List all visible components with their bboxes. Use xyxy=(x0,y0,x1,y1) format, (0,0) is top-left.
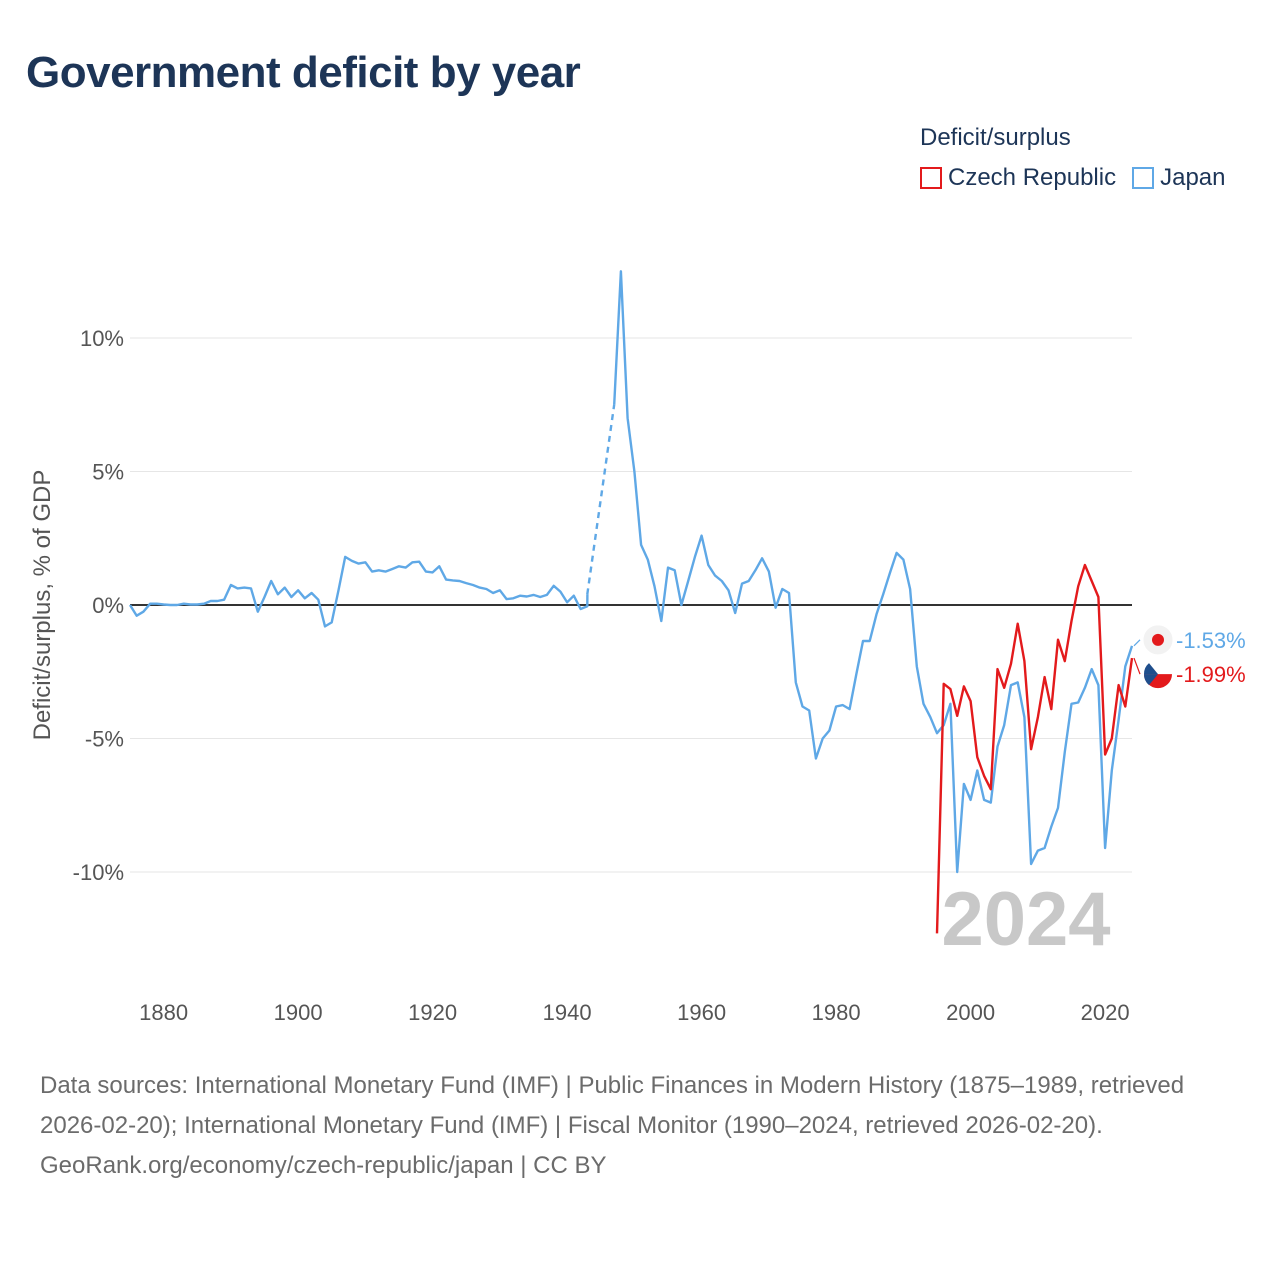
legend: Deficit/surplus Czech Republic Japan xyxy=(920,124,1225,192)
x-tick-label: 2000 xyxy=(946,1000,995,1025)
credit-link[interactable]: GeoRank.org/economy/czech-republic/japan… xyxy=(40,1152,607,1179)
y-tick-label: 0% xyxy=(92,593,124,618)
legend-swatch-japan xyxy=(1132,167,1155,189)
end-label-japan: -1.53% xyxy=(1176,628,1246,653)
x-tick-label: 1980 xyxy=(812,1000,861,1025)
x-tick-label: 1960 xyxy=(677,1000,726,1025)
flag-czech-blue xyxy=(1143,663,1158,675)
page-title: Government deficit by year xyxy=(26,48,581,97)
x-tick-label: 1920 xyxy=(408,1000,457,1025)
data-sources: Data sources: International Monetary Fun… xyxy=(40,1072,1185,1139)
y-tick-label: 5% xyxy=(92,460,124,485)
x-axis-ticks: 1880 1900 1920 1940 1960 1980 2000 2020 xyxy=(139,1000,1129,1025)
legend-label-japan: Japan xyxy=(1160,164,1226,191)
footer: Data sources: International Monetary Fun… xyxy=(40,1066,1240,1186)
year-watermark: 2024 xyxy=(941,877,1110,962)
end-label-czech-republic: -1.99% xyxy=(1176,662,1246,687)
x-tick-label: 1940 xyxy=(543,1000,592,1025)
legend-label-czech-republic: Czech Republic xyxy=(948,164,1117,191)
x-tick-label: 1880 xyxy=(139,1000,188,1025)
y-axis-label: Deficit/surplus, % of GDP xyxy=(29,470,56,741)
legend-title: Deficit/surplus xyxy=(920,124,1071,151)
series-line-japan xyxy=(128,270,1134,874)
end-labels: -1.53% -1.99% xyxy=(1133,625,1246,689)
series-line-czech-republic xyxy=(935,563,1134,934)
y-tick-label: -10% xyxy=(73,860,124,885)
line-chart: 10% 5% 0% -5% -10% 1880 1900 1920 1940 1960 1980 2… xyxy=(29,270,1246,1025)
legend-item-japan[interactable]: Japan xyxy=(1132,164,1225,192)
y-axis-ticks: 10% 5% 0% -5% -10% xyxy=(73,326,124,885)
y-tick-label: -5% xyxy=(85,727,124,752)
series-lines xyxy=(128,270,1134,934)
y-tick-label: 10% xyxy=(80,326,124,351)
end-connector-czech-republic xyxy=(1133,657,1141,675)
x-tick-label: 1900 xyxy=(274,1000,323,1025)
gridlines xyxy=(130,337,1132,873)
x-tick-label: 2020 xyxy=(1081,1000,1130,1025)
flag-japan-disc xyxy=(1152,633,1164,646)
end-connector-japan xyxy=(1133,639,1141,647)
legend-swatch-czech-republic xyxy=(920,167,942,189)
flag-czech-blue-lower xyxy=(1143,674,1158,686)
legend-item-czech-republic[interactable]: Czech Republic xyxy=(920,164,1116,192)
series-gap-japan xyxy=(586,404,616,595)
